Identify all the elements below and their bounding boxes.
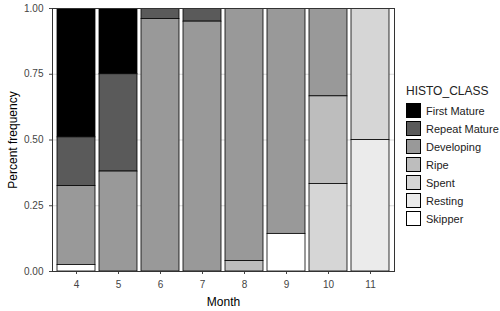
html-text:Skipper: Skipper bbox=[426, 212, 464, 225]
html-text:Repeat Mature: Repeat Mature bbox=[426, 122, 499, 135]
svg-text:5: 5 bbox=[116, 279, 122, 290]
svg-text:1.00: 1.00 bbox=[24, 3, 44, 14]
svg-text:10: 10 bbox=[323, 279, 335, 290]
svg-text:8: 8 bbox=[242, 279, 248, 290]
html-text:Developing: Developing bbox=[426, 140, 481, 153]
html-text:Spent: Spent bbox=[426, 176, 455, 189]
svg-text:11: 11 bbox=[365, 279, 376, 290]
svg-text:0.50: 0.50 bbox=[24, 134, 44, 145]
html-text:Ripe: Ripe bbox=[426, 158, 449, 171]
html-text:First Mature: First Mature bbox=[426, 104, 485, 117]
svg-text:Percent frequency: Percent frequency bbox=[6, 91, 20, 188]
svg-text:0.25: 0.25 bbox=[24, 200, 44, 211]
html-text:Resting: Resting bbox=[426, 194, 464, 207]
svg-text:4: 4 bbox=[74, 279, 80, 290]
svg-text:6: 6 bbox=[158, 279, 164, 290]
svg-text:7: 7 bbox=[200, 279, 206, 290]
svg-text:0.00: 0.00 bbox=[24, 266, 44, 277]
svg-text:0.75: 0.75 bbox=[24, 68, 44, 79]
html-text:HISTO_CLASS: HISTO_CLASS bbox=[406, 83, 489, 98]
svg-text:9: 9 bbox=[284, 279, 290, 290]
svg-text:Month: Month bbox=[207, 295, 240, 309]
